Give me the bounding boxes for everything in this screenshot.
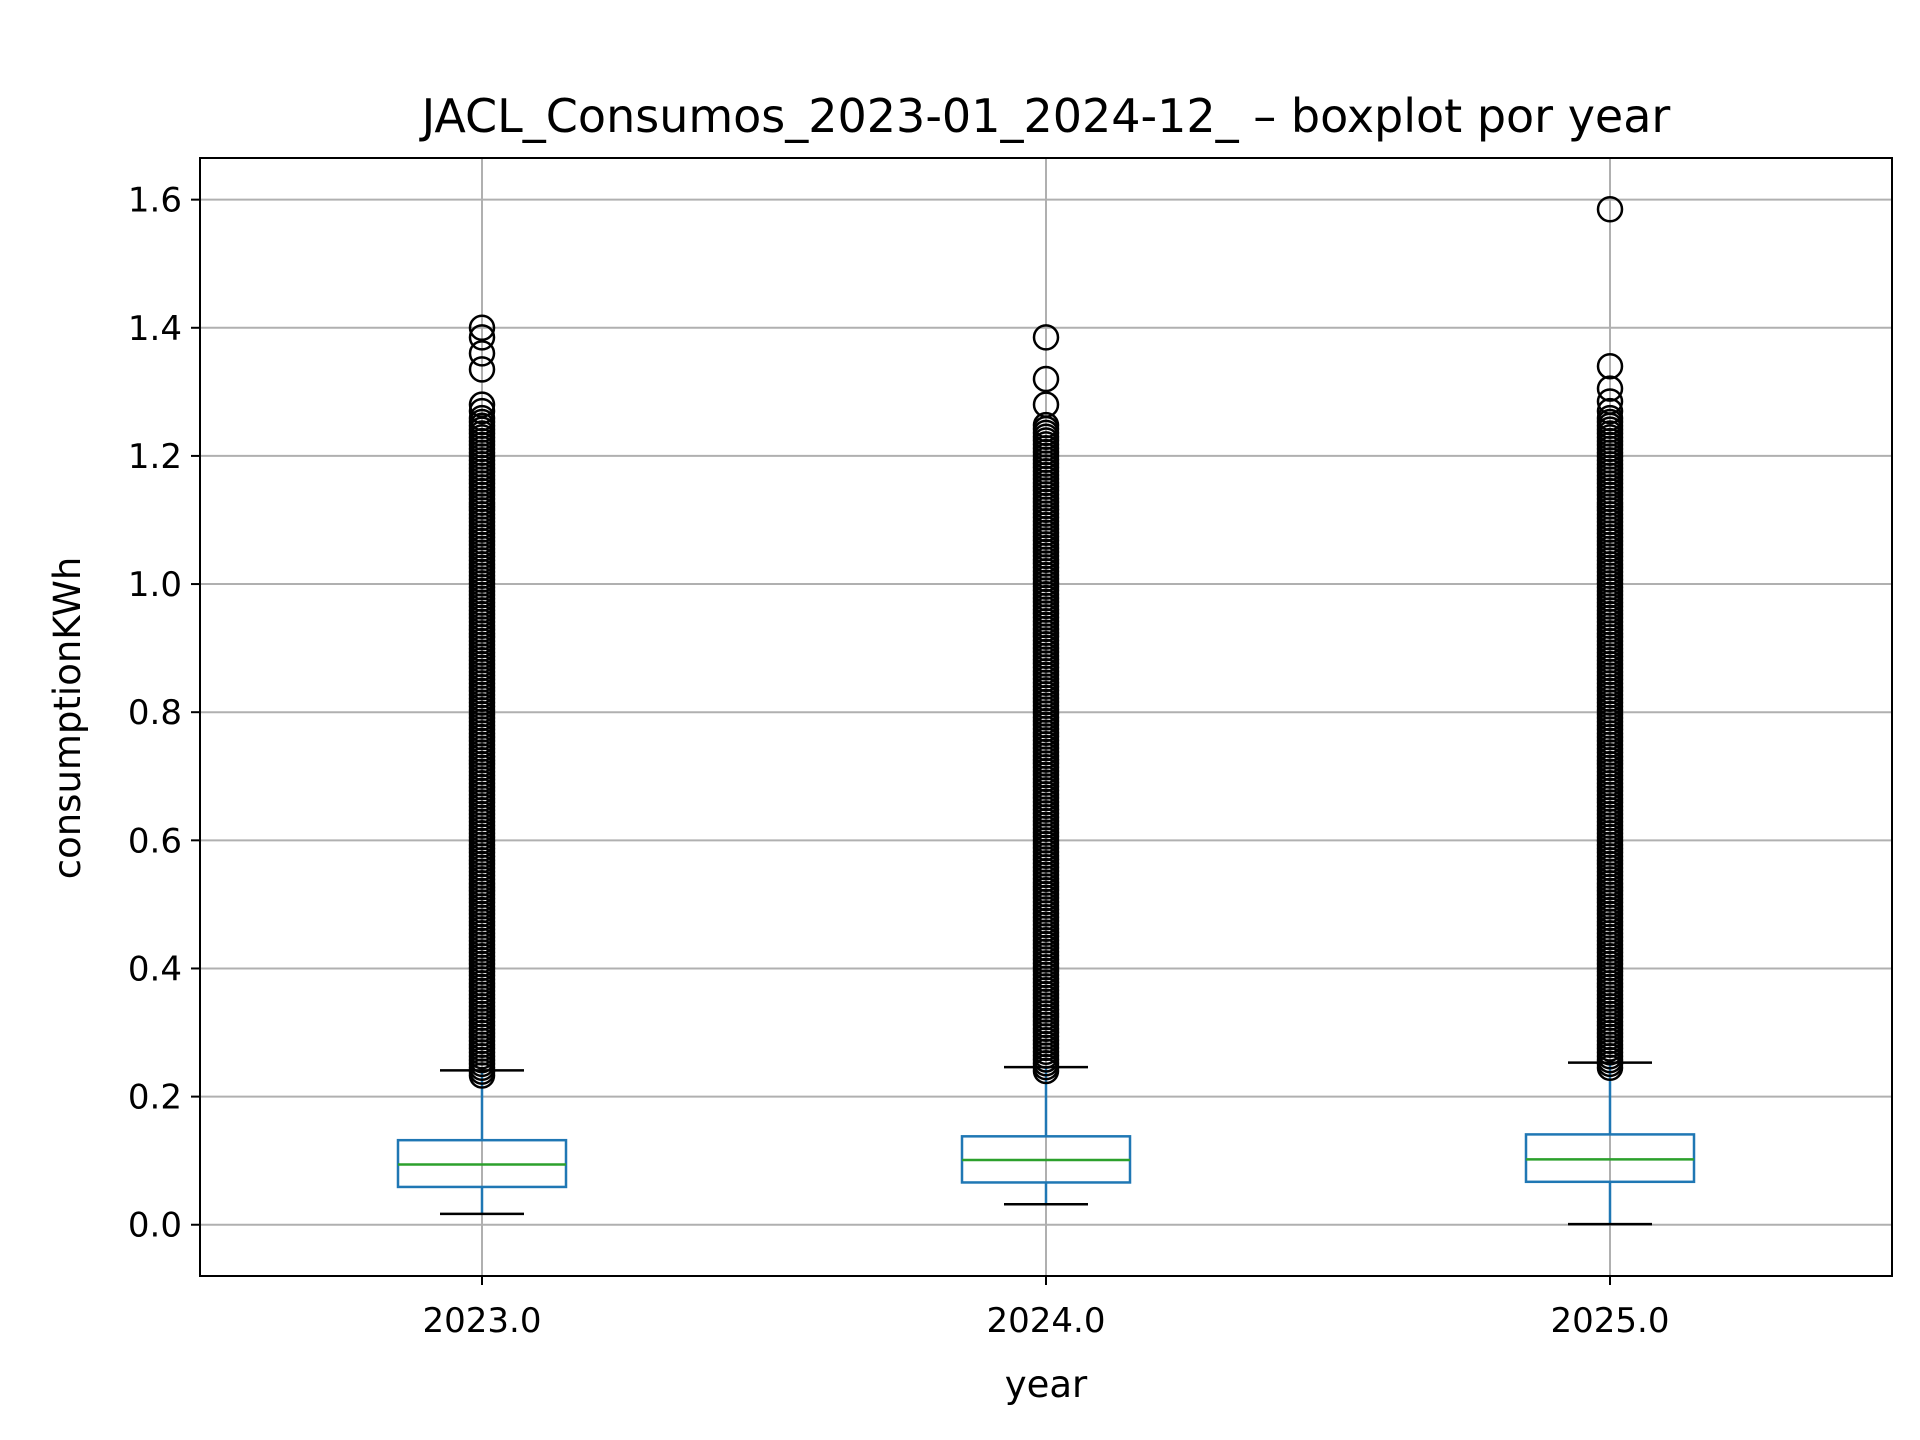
chart-title: JACL_Consumos_2023-01_2024-12_ – boxplot… [419,89,1671,143]
box-group-2024.0 [960,1065,1132,1206]
flier-point [468,404,496,432]
flier-point [1032,411,1060,439]
flier-point [468,397,496,425]
flier-point [1596,375,1624,402]
fliers-2024.0 [1032,324,1060,1085]
axis-ticks: 0.0 0.2 0.4 0.6 0.8 1.0 1.2 1.4 1.6 2023.0 2024.0 2… [128,181,1670,1341]
y-tick-label: 0.2 [128,1078,182,1118]
flier-point [1596,404,1624,432]
flier-point [1596,196,1624,223]
flier-point [468,356,496,383]
flier-point [1032,391,1060,418]
boxes [396,1061,1696,1226]
x-tick-label: 2024.0 [987,1301,1106,1341]
flier-point [1596,352,1624,380]
y-tick-label: 1.4 [128,309,182,349]
flier-point [468,391,496,418]
y-tick-label: 0.6 [128,821,182,861]
flier-point [468,324,496,351]
fliers-2023.0 [468,314,496,1089]
flier-point [468,314,496,342]
flier-point [1032,365,1060,393]
x-axis-label: year [1005,1363,1088,1406]
y-axis-label: consumptionKWh [46,557,89,880]
y-tick-label: 0.0 [128,1206,182,1246]
y-tick-label: 0.4 [128,949,182,989]
x-tick-label: 2023.0 [423,1301,542,1341]
flier-point [1032,324,1060,351]
x-tick-label: 2025.0 [1551,1301,1670,1341]
y-tick-label: 1.2 [128,437,182,477]
flier-point [1596,388,1624,415]
fliers [468,196,1624,1089]
y-tick-label: 0.8 [128,693,182,733]
box-group-2023.0 [396,1069,568,1216]
fliers-2025.0 [1596,196,1624,1082]
flier-point [1596,397,1624,425]
y-tick-label: 1.0 [128,565,182,605]
flier-point [468,340,496,367]
y-tick-label: 1.6 [128,181,182,221]
iqr-box [1524,1133,1696,1184]
box-group-2025.0 [1524,1061,1696,1226]
